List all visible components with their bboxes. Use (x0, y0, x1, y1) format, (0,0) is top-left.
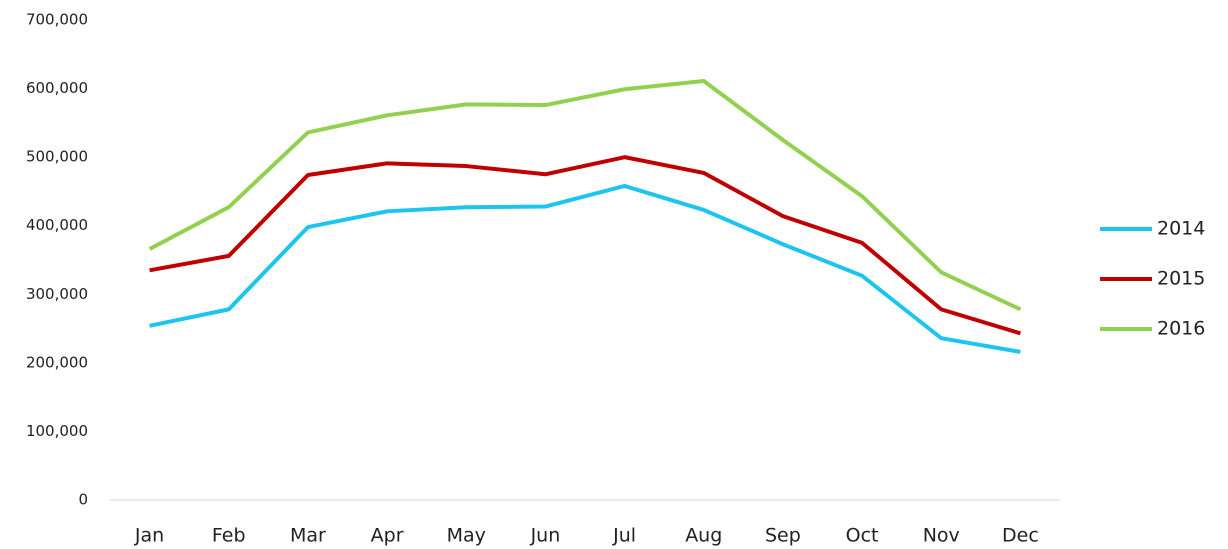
x-tick-label: Feb (212, 525, 246, 547)
x-tick-label: Mar (290, 525, 326, 547)
x-tick-label: Oct (846, 525, 879, 547)
legend-label: 2016 (1157, 318, 1205, 340)
x-tick-label: Nov (923, 525, 960, 547)
x-tick-label: Jan (134, 525, 164, 547)
x-tick-label: Dec (1002, 525, 1039, 547)
y-tick-label: 200,000 (26, 353, 88, 371)
legend-label: 2014 (1157, 218, 1205, 240)
y-tick-label: 400,000 (26, 216, 88, 234)
y-tick-label: 300,000 (26, 285, 88, 303)
x-tick-label: Aug (685, 525, 722, 547)
x-tick-label: Jul (612, 525, 636, 547)
series-line (149, 155, 1022, 336)
x-tick-label: Jun (530, 525, 561, 547)
y-tick-label: 600,000 (26, 79, 88, 97)
legend-label: 2015 (1157, 268, 1205, 290)
y-tick-label: 0 (78, 491, 88, 509)
y-tick-label: 700,000 (26, 11, 88, 29)
x-tick-label: Sep (765, 525, 801, 547)
x-tick-label: Apr (371, 525, 404, 547)
y-tick-label: 500,000 (26, 148, 88, 166)
y-tick-label: 100,000 (26, 422, 88, 440)
series-line (148, 79, 1022, 312)
x-tick-label: May (447, 525, 486, 547)
series-line (149, 183, 1021, 354)
